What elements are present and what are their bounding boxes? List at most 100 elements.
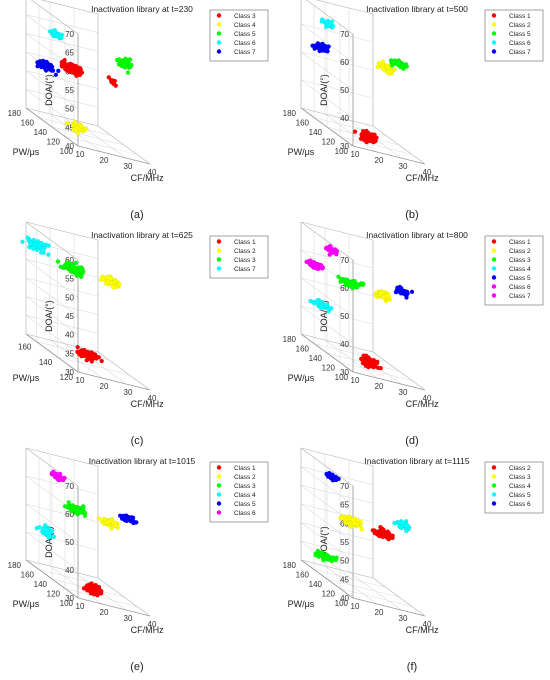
x-axis-line xyxy=(352,597,426,617)
y-axis-label: PW/μs xyxy=(288,147,315,157)
data-point xyxy=(374,360,380,366)
data-point xyxy=(77,71,82,77)
data-point xyxy=(380,66,386,72)
data-point xyxy=(320,17,325,22)
series-class-4 xyxy=(313,548,339,564)
series-class-7 xyxy=(323,243,340,257)
x-tick-label: 10 xyxy=(351,376,360,385)
y-tick-label: 120 xyxy=(322,590,336,599)
data-point xyxy=(105,275,110,280)
legend-entry: Class 4 xyxy=(234,22,256,29)
grid-line xyxy=(49,339,103,379)
legend-entry: Class 4 xyxy=(509,483,531,490)
legend-marker xyxy=(491,13,497,18)
z-tick-label: 70 xyxy=(65,482,74,491)
box-edge xyxy=(25,447,99,467)
data-point xyxy=(131,519,136,524)
legend-marker xyxy=(216,501,222,506)
data-point xyxy=(98,588,104,594)
chart-title: Inactivation library at t=500 xyxy=(366,4,468,14)
y-axis-label: PW/μs xyxy=(13,373,40,383)
chart-title: Inactivation library at t=1115 xyxy=(364,456,470,466)
data-point xyxy=(99,358,104,364)
box-edge xyxy=(315,0,374,15)
data-point xyxy=(31,245,36,250)
legend-marker xyxy=(491,483,497,488)
data-point xyxy=(333,557,339,563)
z-tick-label: 70 xyxy=(340,482,349,491)
z-tick-label: 35 xyxy=(65,349,74,358)
box-edge xyxy=(305,0,354,35)
z-tick-label: 55 xyxy=(340,538,349,547)
legend-entry: Class 2 xyxy=(234,474,256,481)
grid-line xyxy=(339,588,413,607)
box-edge xyxy=(25,221,99,241)
grid-line xyxy=(25,259,79,298)
series-class-5 xyxy=(114,56,134,75)
box-edge xyxy=(25,333,99,353)
series-class-7 xyxy=(310,41,331,54)
y-tick-label: 180 xyxy=(8,109,22,118)
legend-marker xyxy=(491,275,497,280)
z-tick-label: 45 xyxy=(65,312,74,321)
y-tick-label: 100 xyxy=(60,599,74,608)
data-point xyxy=(129,62,134,68)
data-point xyxy=(53,72,59,78)
legend-entry: Class 6 xyxy=(509,284,531,291)
data-point xyxy=(339,516,344,521)
box-edge xyxy=(97,577,151,617)
data-point xyxy=(358,519,364,525)
y-tick-label: 160 xyxy=(18,343,32,352)
subfigure-label: (c) xyxy=(131,435,144,447)
data-point xyxy=(375,64,380,70)
data-point xyxy=(47,64,53,70)
data-point xyxy=(366,131,371,137)
data-point xyxy=(56,68,61,74)
data-point xyxy=(399,287,404,292)
series-class-5 xyxy=(392,519,412,534)
z-tick-label: 40 xyxy=(65,331,74,340)
x-axis-line xyxy=(77,597,151,617)
legend-entry: Class 5 xyxy=(509,275,531,282)
grid-line xyxy=(25,14,99,33)
z-tick-label: 70 xyxy=(340,256,349,265)
data-point xyxy=(51,534,57,539)
data-point xyxy=(324,19,329,25)
data-point xyxy=(106,75,112,80)
box-edge xyxy=(30,0,79,35)
legend-marker xyxy=(491,49,497,54)
data-point xyxy=(69,264,75,269)
z-tick-label: 40 xyxy=(65,142,74,151)
data-point xyxy=(336,274,341,280)
series-class-7 xyxy=(35,58,61,78)
series-class-1 xyxy=(358,353,384,371)
box-edge xyxy=(97,125,151,165)
data-point xyxy=(39,240,44,246)
data-point xyxy=(330,555,336,560)
x-tick-label: 10 xyxy=(76,150,85,159)
legend-marker xyxy=(216,31,222,36)
data-point xyxy=(43,527,48,532)
y-tick-label: 120 xyxy=(322,138,336,147)
y-axis-line xyxy=(300,333,354,373)
x-tick-label: 10 xyxy=(351,150,360,159)
grid-line xyxy=(313,569,387,588)
x-tick-label: 20 xyxy=(375,156,384,165)
box-edge xyxy=(300,447,374,467)
data-point xyxy=(74,271,80,277)
legend-entry: Class 1 xyxy=(234,239,256,246)
grid-line xyxy=(25,89,99,108)
box-edge xyxy=(300,447,354,487)
data-point xyxy=(369,138,375,144)
z-tick-label: 60 xyxy=(340,58,349,67)
data-point xyxy=(403,290,409,296)
data-point xyxy=(372,528,377,533)
y-tick-label: 120 xyxy=(60,373,74,382)
data-point xyxy=(334,252,339,257)
z-tick-label: 65 xyxy=(65,49,74,58)
legend-marker xyxy=(216,474,222,479)
data-point xyxy=(35,60,41,65)
grid-line xyxy=(38,569,112,588)
